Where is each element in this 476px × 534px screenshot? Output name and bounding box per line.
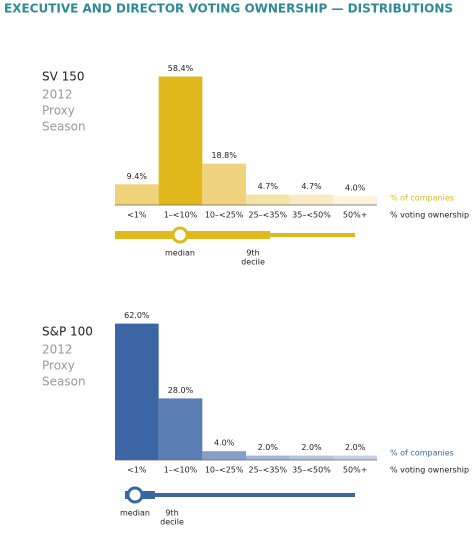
page-title: EXECUTIVE AND DIRECTOR VOTING OWNERSHIP … bbox=[4, 2, 453, 16]
series-label: % of companies bbox=[390, 449, 454, 458]
median-label: median bbox=[165, 249, 195, 258]
x-tick-label: <1% bbox=[127, 466, 147, 475]
bar bbox=[289, 194, 334, 205]
decile-label: 9th bbox=[246, 249, 259, 258]
x-tick-label: 50%+ bbox=[343, 466, 367, 475]
chart-subtitle: 2012 bbox=[42, 343, 73, 357]
bar bbox=[158, 398, 203, 460]
x-tick-label: 1–<10% bbox=[164, 211, 198, 220]
bar bbox=[202, 451, 246, 460]
x-tick-label: 10–<25% bbox=[205, 211, 244, 220]
value-label: 58.4% bbox=[168, 64, 194, 73]
bar bbox=[202, 163, 246, 205]
value-label: 4.7% bbox=[258, 182, 279, 191]
chart-subtitle: Season bbox=[42, 375, 86, 389]
chart-subtitle: 2012 bbox=[42, 88, 73, 102]
chart-subtitle: Proxy bbox=[42, 104, 75, 118]
x-tick-label: 1–<10% bbox=[164, 466, 198, 475]
value-label: 2.0% bbox=[258, 443, 279, 452]
bar bbox=[289, 455, 334, 460]
median-label: median bbox=[120, 509, 150, 518]
bar bbox=[115, 184, 159, 205]
x-tick-label: 50%+ bbox=[343, 211, 367, 220]
value-label: 2.0% bbox=[301, 443, 322, 452]
series-label: % of companies bbox=[390, 194, 454, 203]
chart-label: SV 150 bbox=[42, 70, 85, 84]
chart-subtitle: Season bbox=[42, 120, 86, 134]
decile-label: decile bbox=[241, 258, 265, 267]
x-tick-label: 25–<35% bbox=[248, 211, 287, 220]
bar bbox=[246, 194, 290, 205]
value-label: 4.0% bbox=[345, 184, 366, 193]
value-label: 28.0% bbox=[168, 386, 194, 395]
x-tick-label: 25–<35% bbox=[248, 466, 287, 475]
x-tick-label: 35–<50% bbox=[292, 211, 331, 220]
decile-label: 9th bbox=[165, 509, 178, 518]
x-tick-label: <1% bbox=[127, 211, 147, 220]
value-label: 2.0% bbox=[345, 443, 366, 452]
x-axis-label: % voting ownership bbox=[390, 466, 469, 475]
bar bbox=[333, 455, 377, 460]
chart-label: S&P 100 bbox=[42, 325, 93, 339]
bar bbox=[115, 323, 159, 460]
bar bbox=[333, 196, 377, 205]
x-axis-label: % voting ownership bbox=[390, 211, 469, 220]
value-label: 9.4% bbox=[127, 172, 148, 181]
median-marker bbox=[171, 226, 189, 244]
chart-subtitle: Proxy bbox=[42, 359, 75, 373]
x-tick-label: 10–<25% bbox=[205, 466, 244, 475]
x-tick-label: 35–<50% bbox=[292, 466, 331, 475]
decile-label: decile bbox=[160, 518, 184, 527]
value-label: 4.7% bbox=[301, 182, 322, 191]
value-label: 62.0% bbox=[124, 311, 150, 320]
value-label: 4.0% bbox=[214, 439, 235, 448]
value-label: 18.8% bbox=[211, 151, 237, 160]
bar bbox=[246, 455, 290, 460]
bar bbox=[158, 76, 203, 206]
median-marker bbox=[126, 486, 144, 504]
